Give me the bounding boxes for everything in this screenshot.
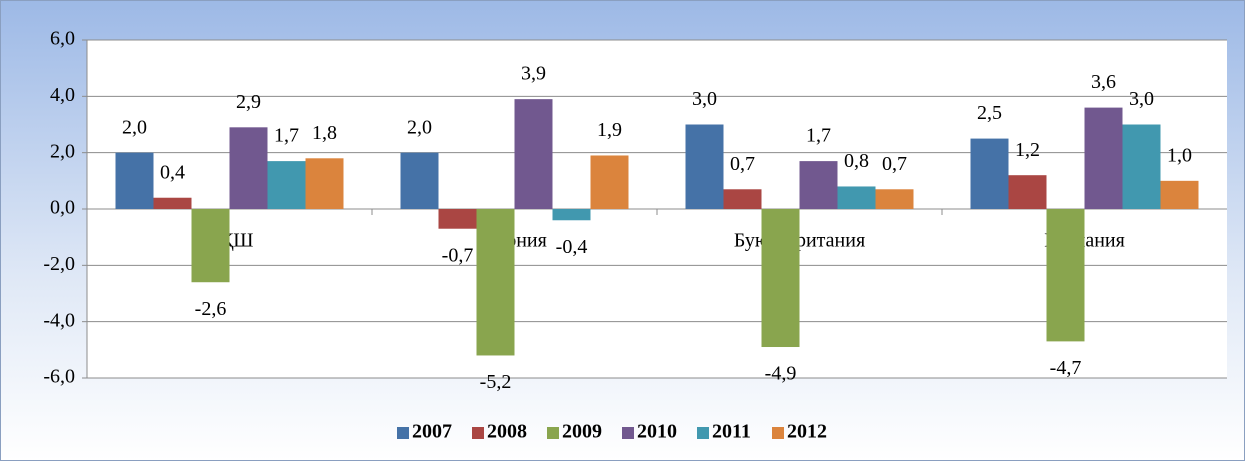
bar [115,152,154,209]
bar [837,186,876,209]
legend-label: 2009 [562,421,602,443]
bar [305,158,344,209]
bar [229,127,268,209]
value-label: 0,7 [882,153,907,175]
y-tick-label: -4,0 [43,309,75,331]
value-label: 1,7 [274,125,299,147]
y-tick-label: -6,0 [43,366,75,388]
bar [1084,107,1123,209]
legend-label: 2007 [412,421,452,443]
bar [1008,175,1047,209]
value-label: 2,5 [977,102,1002,124]
value-label: 2,0 [407,116,432,138]
bar [514,99,553,209]
legend-label: 2011 [712,421,751,443]
y-tick-label: 4,0 [50,84,75,106]
y-tick-label: 0,0 [50,197,75,219]
bar [761,209,800,348]
legend-swatch [397,427,409,439]
bar [476,209,515,356]
value-label: 3,0 [1129,88,1154,110]
legend-swatch [547,427,559,439]
value-label: 1,8 [312,122,337,144]
value-label: -4,7 [1050,357,1082,379]
bar [400,152,439,209]
value-label: 0,7 [730,153,755,175]
legend-swatch [697,427,709,439]
bar [191,209,230,283]
bar [590,155,629,209]
legend-swatch [772,427,784,439]
value-label: 3,0 [692,88,717,110]
value-label: 3,6 [1091,71,1116,93]
value-label: 2,0 [122,116,147,138]
value-label: 1,9 [597,119,622,141]
value-label: 1,2 [1015,139,1040,161]
legend-label: 2008 [487,421,527,443]
y-tick-label: 2,0 [50,140,75,162]
legend-label: 2010 [637,421,677,443]
value-label: 0,8 [844,150,869,172]
y-tick-label: -2,0 [43,253,75,275]
legend-swatch [622,427,634,439]
bar [723,189,762,209]
bar [267,161,306,209]
bar [153,197,192,209]
bar [438,209,477,229]
value-label: -0,4 [556,236,588,258]
value-label: 2,9 [236,91,261,113]
value-label: 1,0 [1167,144,1192,166]
value-label: 0,4 [160,161,185,183]
value-label: -0,7 [442,244,474,266]
bar [1046,209,1085,342]
legend-swatch [472,427,484,439]
bar [970,138,1009,209]
bar [1122,124,1161,209]
bar [685,124,724,209]
value-label: -5,2 [480,371,512,393]
value-label: -4,9 [765,363,797,385]
y-tick-label: 6,0 [50,28,75,50]
value-label: 3,9 [521,63,546,85]
bar [552,209,591,221]
bar [799,161,838,209]
legend-label: 2012 [787,421,827,443]
value-label: -2,6 [195,298,227,320]
value-label: 1,7 [806,125,831,147]
bar [1160,180,1199,209]
bar [875,189,914,209]
